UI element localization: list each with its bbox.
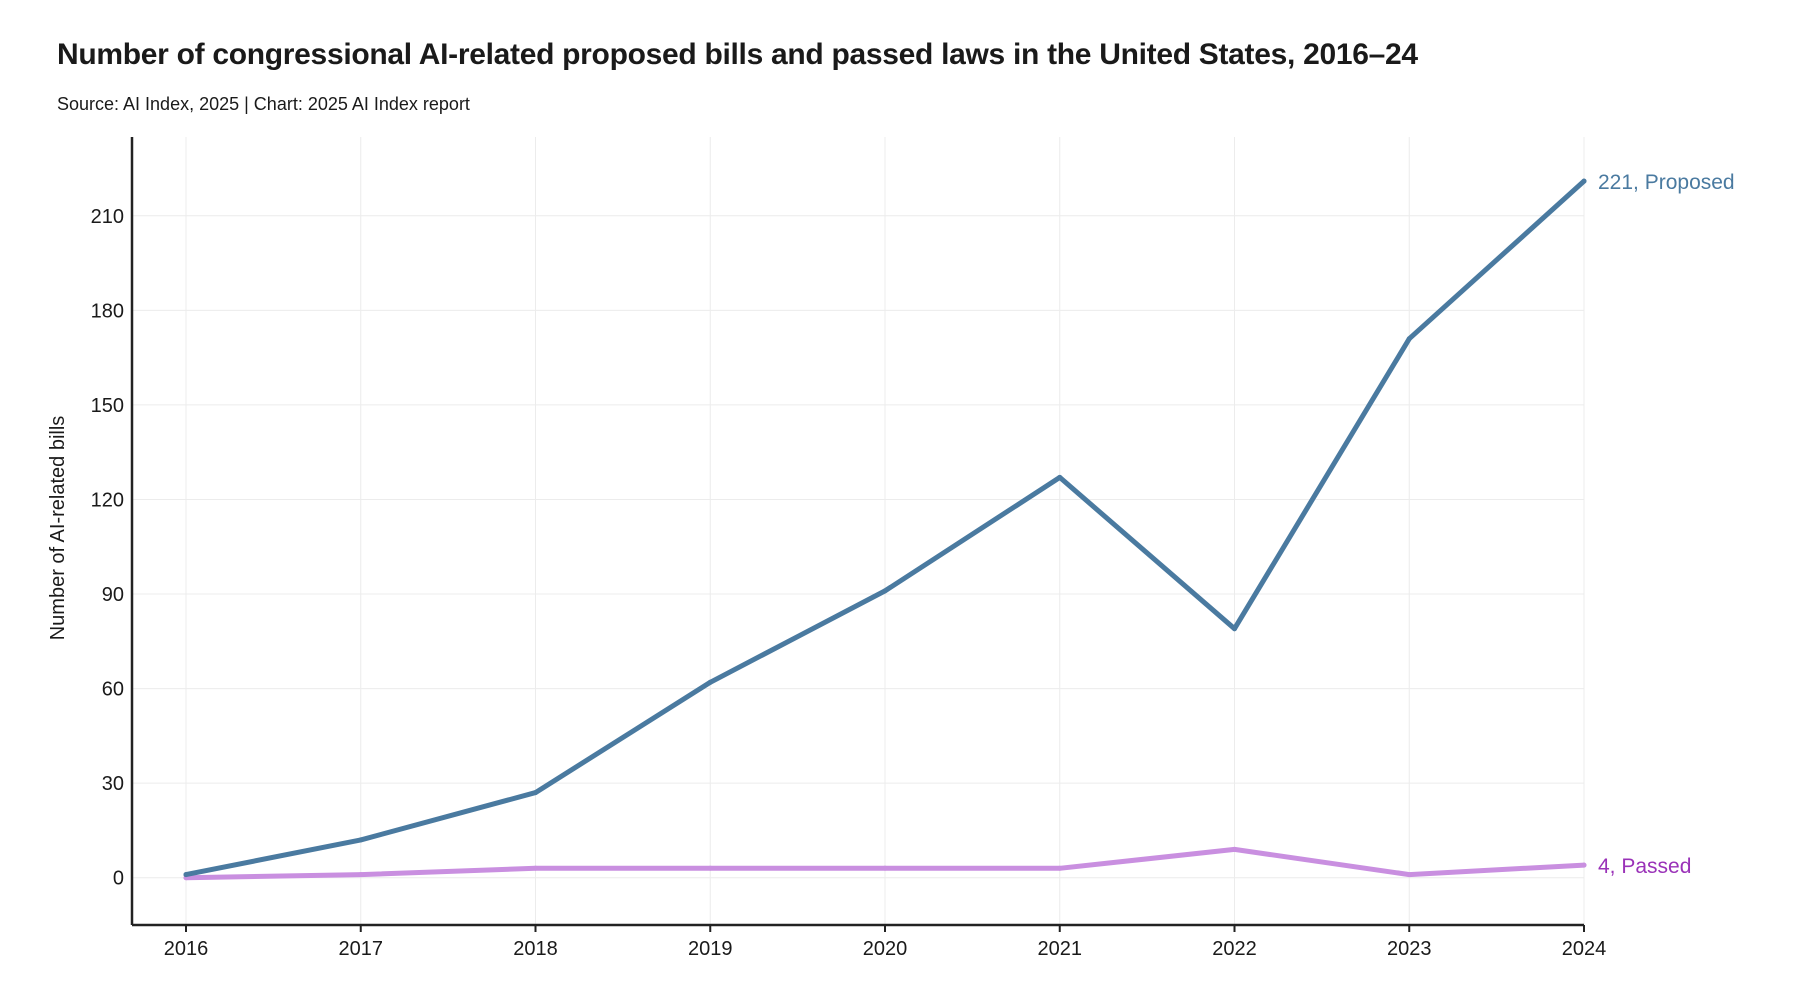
point-proposed-2022 bbox=[1232, 626, 1237, 632]
point-proposed-2019 bbox=[707, 679, 713, 685]
y-tick-label-150: 150 bbox=[91, 395, 124, 417]
chart-title: Number of congressional AI-related propo… bbox=[57, 38, 1418, 71]
point-passed-2023 bbox=[1406, 872, 1412, 878]
end-labels: 221, Proposed 4, Passed bbox=[1598, 171, 1735, 878]
x-tick-label-2021: 2021 bbox=[1038, 938, 1083, 960]
point-passed-2024 bbox=[1581, 862, 1587, 868]
point-proposed-2020 bbox=[882, 588, 888, 594]
end-label-passed: 4, Passed bbox=[1598, 855, 1691, 878]
grid-lines bbox=[132, 137, 1585, 925]
x-tick-label-2022: 2022 bbox=[1212, 938, 1257, 960]
end-label-proposed: 221, Proposed bbox=[1598, 171, 1735, 194]
y-tick-label-30: 30 bbox=[102, 773, 124, 795]
x-tick-label-2018: 2018 bbox=[513, 938, 558, 960]
x-tick-label-2016: 2016 bbox=[164, 938, 209, 960]
point-passed-2017 bbox=[358, 872, 364, 878]
y-tick-labels: 0 30 60 90 120 150 180 210 bbox=[91, 206, 124, 890]
axes bbox=[130, 137, 1585, 932]
series-lines bbox=[183, 178, 1587, 881]
x-tick-label-2017: 2017 bbox=[339, 938, 384, 960]
x-tick-label-2023: 2023 bbox=[1387, 938, 1432, 960]
y-tick-label-90: 90 bbox=[102, 584, 124, 606]
point-passed-2022 bbox=[1232, 846, 1237, 852]
point-proposed-2018 bbox=[533, 790, 538, 796]
y-tick-label-120: 120 bbox=[91, 489, 124, 511]
x-tick-labels: 2016 2017 2018 2019 2020 2021 2022 2023 2024 bbox=[164, 938, 1607, 960]
y-tick-label-210: 210 bbox=[91, 206, 124, 228]
y-tick-label-60: 60 bbox=[102, 679, 124, 701]
y-tick-label-0: 0 bbox=[113, 868, 124, 890]
point-proposed-2023 bbox=[1406, 336, 1412, 342]
point-passed-2020 bbox=[882, 865, 888, 871]
point-proposed-2021 bbox=[1057, 474, 1063, 480]
chart-subtitle: Source: AI Index, 2025 | Chart: 2025 AI … bbox=[57, 94, 470, 114]
point-passed-2019 bbox=[707, 865, 713, 871]
x-tick-label-2024: 2024 bbox=[1562, 938, 1607, 960]
point-passed-2021 bbox=[1057, 865, 1063, 871]
point-proposed-2017 bbox=[358, 837, 364, 843]
point-proposed-2024 bbox=[1581, 178, 1587, 184]
point-passed-2018 bbox=[533, 865, 538, 871]
x-tick-label-2020: 2020 bbox=[863, 938, 908, 960]
x-tick-label-2019: 2019 bbox=[688, 938, 733, 960]
y-axis-label: Number of AI-related bills bbox=[47, 416, 69, 641]
y-tick-label-180: 180 bbox=[91, 300, 124, 322]
point-proposed-2016 bbox=[183, 872, 189, 878]
